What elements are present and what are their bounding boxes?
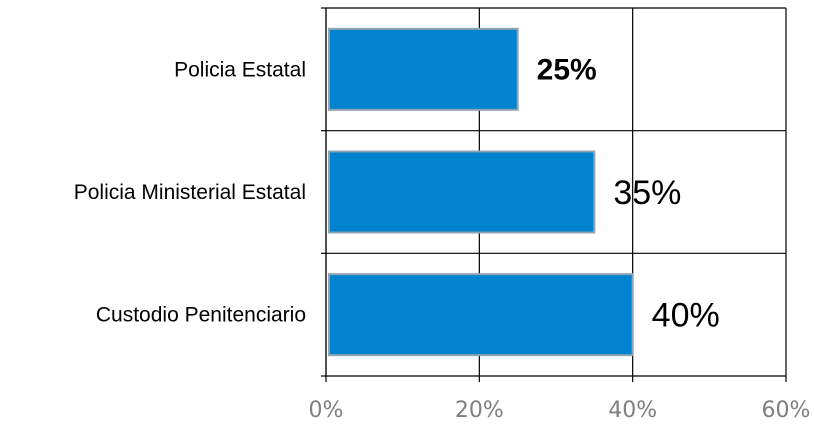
data-label-custodio-penitenciario: 40% <box>652 297 720 335</box>
x-tick-label: 60% <box>762 398 811 423</box>
category-label-policia-ministerial-estatal: Policia Ministerial Estatal <box>74 181 306 204</box>
axis-layer <box>321 7 787 382</box>
x-tick-label: 0% <box>309 398 344 423</box>
category-label-policia-estatal: Policia Estatal <box>174 58 306 81</box>
category-label-custodio-penitenciario: Custodio Penitenciario <box>96 304 306 327</box>
bar-policia-ministerial-estatal <box>328 150 596 234</box>
x-tick-label: 40% <box>608 398 657 423</box>
x-tick-label: 20% <box>455 398 504 423</box>
bar-policia-estatal <box>328 27 519 111</box>
data-label-policia-estatal: 25% <box>537 53 597 86</box>
bar-layer <box>328 27 634 357</box>
label-layer: 0% 20% 40% 60% Policia Estatal 25% Policia Min… <box>74 53 811 423</box>
data-label-policia-ministerial-estatal: 35% <box>613 174 681 212</box>
bar-custodio-penitenciario <box>328 273 634 357</box>
